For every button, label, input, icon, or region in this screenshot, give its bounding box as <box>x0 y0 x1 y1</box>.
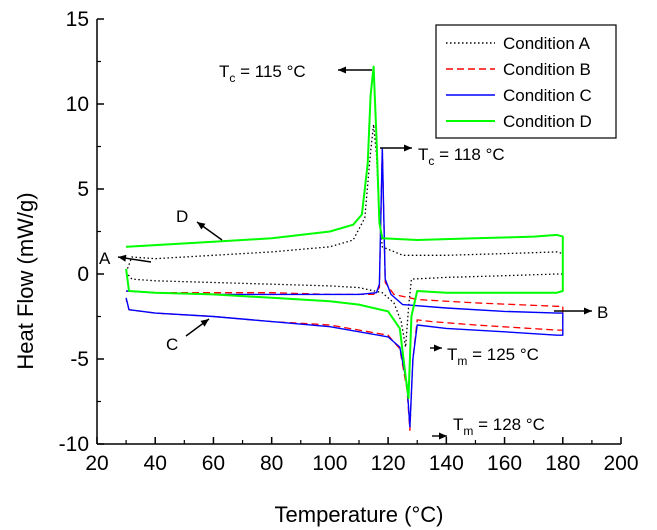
series-line-condition-c <box>125 147 564 428</box>
axes <box>96 18 622 445</box>
y-axis-label: Heat Flow (mW/g) <box>13 192 38 369</box>
legend-box <box>435 24 617 139</box>
legend-entry: Condition A <box>503 34 591 53</box>
series-line-condition-d <box>125 65 564 400</box>
y-tick-label: -5 <box>70 348 89 371</box>
arrow-tm125-head <box>434 344 442 352</box>
series-lines <box>125 65 564 432</box>
x-tick-label: 60 <box>202 452 225 475</box>
x-axis-label: Temperature (°C) <box>275 502 444 527</box>
x-tick-label: 180 <box>545 452 580 475</box>
annotation-tc118: Tc = 118 °C <box>418 145 505 168</box>
arrow-label-d-head <box>197 222 206 230</box>
y-tick-label: -10 <box>59 433 89 456</box>
annotation-label-b: B <box>597 303 608 322</box>
y-tick-label: 0 <box>77 263 89 286</box>
arrow-label-b-head <box>584 307 592 315</box>
x-tick-label: 160 <box>487 452 522 475</box>
arrow-tc115-head <box>338 66 346 74</box>
annotation-label-c: C <box>166 335 178 354</box>
series-line-condition-b <box>125 147 564 432</box>
x-tick-label: 40 <box>144 452 167 475</box>
annotation-label-a: A <box>99 249 111 268</box>
x-tick-label: 80 <box>260 452 283 475</box>
legend-entry: Condition D <box>503 112 592 131</box>
annotation-label-d: D <box>176 207 188 226</box>
x-tick-label: 140 <box>429 452 464 475</box>
x-tick-label: 20 <box>85 452 108 475</box>
arrow-tm128-head <box>439 432 447 440</box>
annotations: Tc = 115 °C Tc = 118 °C Tm = 125 °C Tm = 12… <box>99 62 608 440</box>
y-tick-label: 15 <box>66 8 89 31</box>
annotation-tm125: Tm = 125 °C <box>447 345 539 368</box>
tick-labels: 20 40 60 80 100 120 140 160 180 200 -10 -5 0 5 10 15 <box>59 8 639 475</box>
arrow-label-c-head <box>200 319 209 327</box>
x-tick-label: 100 <box>312 452 347 475</box>
legend-entry: Condition B <box>503 60 591 79</box>
legend: Condition A Condition B Condition C Conditi… <box>435 24 617 139</box>
y-tick-label: 5 <box>77 178 89 201</box>
arrow-tc118-head <box>404 144 412 152</box>
annotation-tc115: Tc = 115 °C <box>219 62 306 85</box>
x-tick-label: 120 <box>371 452 406 475</box>
arrow-label-a-head <box>118 254 127 262</box>
y-tick-label: 10 <box>66 93 89 116</box>
x-tick-label: 200 <box>603 452 638 475</box>
legend-entry: Condition C <box>503 86 592 105</box>
annotation-tm128: Tm = 128 °C <box>453 415 545 438</box>
